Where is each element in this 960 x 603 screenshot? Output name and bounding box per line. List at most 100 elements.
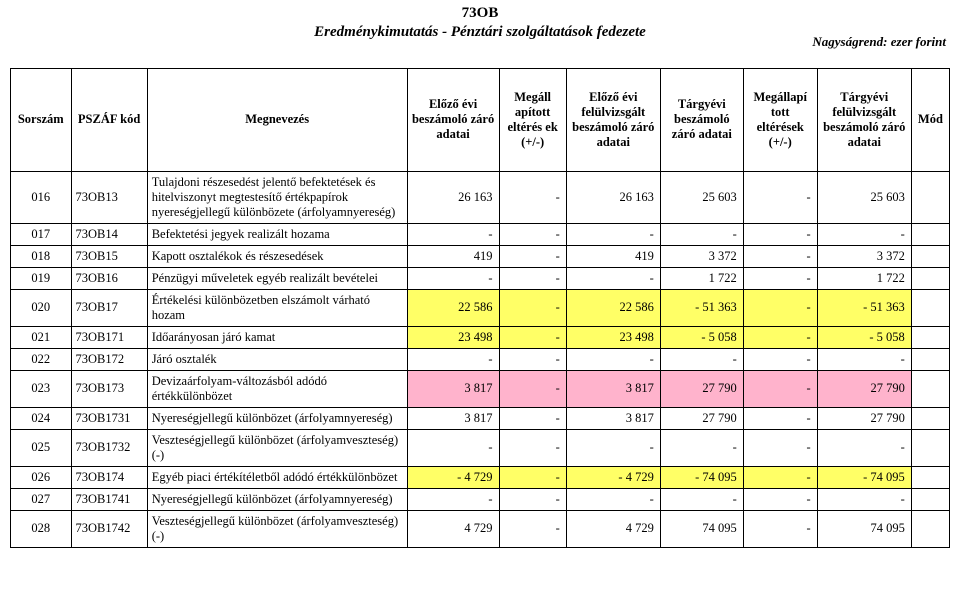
cell-value: - [407, 429, 499, 466]
cell-value: 22 586 [566, 289, 660, 326]
table-row: 01873OB15Kapott osztalékok és részesedés… [11, 245, 950, 267]
cell-value: - [566, 429, 660, 466]
cell-sorszam: 022 [11, 348, 72, 370]
cell-value: 4 729 [566, 510, 660, 547]
cell-value: 3 817 [566, 407, 660, 429]
cell-mod [911, 407, 949, 429]
cell-megnevezes: Nyereségjellegű különbözet (árfolyamnyer… [147, 407, 407, 429]
cell-value: - 4 729 [407, 466, 499, 488]
cell-value: 26 163 [407, 171, 499, 223]
table-row: 02473OB1731Nyereségjellegű különbözet (á… [11, 407, 950, 429]
cell-value: - [499, 245, 566, 267]
cell-value: - [743, 510, 817, 547]
cell-kod: 73OB1732 [71, 429, 147, 466]
cell-megnevezes: Befektetési jegyek realizált hozama [147, 223, 407, 245]
cell-value: 419 [566, 245, 660, 267]
cell-value: - [499, 466, 566, 488]
table-row: 02173OB171Időarányosan járó kamat23 498-… [11, 326, 950, 348]
cell-mod [911, 171, 949, 223]
cell-value: 3 372 [817, 245, 911, 267]
data-table: Sorszám PSZÁF kód Megnevezés Előző évi b… [10, 68, 950, 548]
cell-sorszam: 017 [11, 223, 72, 245]
doc-code: 73OB [10, 4, 950, 23]
col-pszaf: PSZÁF kód [71, 68, 147, 171]
cell-kod: 73OB171 [71, 326, 147, 348]
cell-value: - [743, 429, 817, 466]
cell-value: 26 163 [566, 171, 660, 223]
header-row: Sorszám PSZÁF kód Megnevezés Előző évi b… [11, 68, 950, 171]
cell-value: - 5 058 [817, 326, 911, 348]
cell-value: 74 095 [817, 510, 911, 547]
cell-value: - [660, 348, 743, 370]
cell-value: - [407, 488, 499, 510]
cell-sorszam: 019 [11, 267, 72, 289]
cell-sorszam: 026 [11, 466, 72, 488]
cell-value: 3 817 [407, 407, 499, 429]
cell-value: - [817, 223, 911, 245]
cell-mod [911, 289, 949, 326]
cell-value: - [407, 267, 499, 289]
cell-megnevezes: Értékelési különbözetben elszámolt várha… [147, 289, 407, 326]
col-sorszam: Sorszám [11, 68, 72, 171]
cell-value: 27 790 [660, 407, 743, 429]
cell-sorszam: 024 [11, 407, 72, 429]
cell-megnevezes: Egyéb piaci értékítéletből adódó értékkü… [147, 466, 407, 488]
cell-value: - 4 729 [566, 466, 660, 488]
cell-kod: 73OB16 [71, 267, 147, 289]
cell-mod [911, 267, 949, 289]
table-row: 02373OB173Devizaárfolyam-változásból adó… [11, 370, 950, 407]
cell-value: 1 722 [817, 267, 911, 289]
cell-value: - [743, 223, 817, 245]
unit-label: Nagyságrend: ezer forint [812, 34, 946, 50]
cell-value: 4 729 [407, 510, 499, 547]
col-curr-close: Tárgyévi beszámoló záró adatai [660, 68, 743, 171]
cell-value: - [566, 488, 660, 510]
cell-megnevezes: Járó osztalék [147, 348, 407, 370]
cell-value: - [743, 348, 817, 370]
cell-sorszam: 028 [11, 510, 72, 547]
cell-value: - [499, 488, 566, 510]
cell-value: 22 586 [407, 289, 499, 326]
table-row: 02073OB17Értékelési különbözetben elszám… [11, 289, 950, 326]
cell-value: - [743, 370, 817, 407]
cell-sorszam: 021 [11, 326, 72, 348]
col-prev-rev: Előző évi felülvizsgált beszámoló záró a… [566, 68, 660, 171]
cell-value: - [743, 407, 817, 429]
cell-kod: 73OB15 [71, 245, 147, 267]
cell-mod [911, 466, 949, 488]
cell-kod: 73OB1731 [71, 407, 147, 429]
cell-value: 25 603 [817, 171, 911, 223]
cell-sorszam: 027 [11, 488, 72, 510]
cell-mod [911, 348, 949, 370]
cell-sorszam: 018 [11, 245, 72, 267]
cell-kod: 73OB172 [71, 348, 147, 370]
cell-value: - [743, 466, 817, 488]
cell-megnevezes: Veszteségjellegű különbözet (árfolyamves… [147, 510, 407, 547]
table-row: 02873OB1742Veszteségjellegű különbözet (… [11, 510, 950, 547]
cell-value: - 74 095 [660, 466, 743, 488]
table-row: 01973OB16Pénzügyi műveletek egyéb realiz… [11, 267, 950, 289]
cell-sorszam: 023 [11, 370, 72, 407]
cell-megnevezes: Pénzügyi műveletek egyéb realizált bevét… [147, 267, 407, 289]
cell-value: - [499, 326, 566, 348]
col-mod: Mód [911, 68, 949, 171]
cell-mod [911, 245, 949, 267]
cell-value: - [499, 510, 566, 547]
cell-kod: 73OB14 [71, 223, 147, 245]
cell-value: - [499, 407, 566, 429]
cell-value: 23 498 [566, 326, 660, 348]
cell-megnevezes: Nyereségjellegű különbözet (árfolyamnyer… [147, 488, 407, 510]
cell-value: - [743, 326, 817, 348]
cell-mod [911, 326, 949, 348]
cell-value: - [499, 429, 566, 466]
cell-value: 25 603 [660, 171, 743, 223]
cell-value: - [499, 289, 566, 326]
col-prev-close: Előző évi beszámoló záró adatai [407, 68, 499, 171]
cell-value: - [407, 348, 499, 370]
cell-kod: 73OB1742 [71, 510, 147, 547]
cell-value: - [817, 348, 911, 370]
cell-value: - [499, 370, 566, 407]
cell-value: 3 372 [660, 245, 743, 267]
cell-value: - [499, 171, 566, 223]
cell-value: - [566, 267, 660, 289]
